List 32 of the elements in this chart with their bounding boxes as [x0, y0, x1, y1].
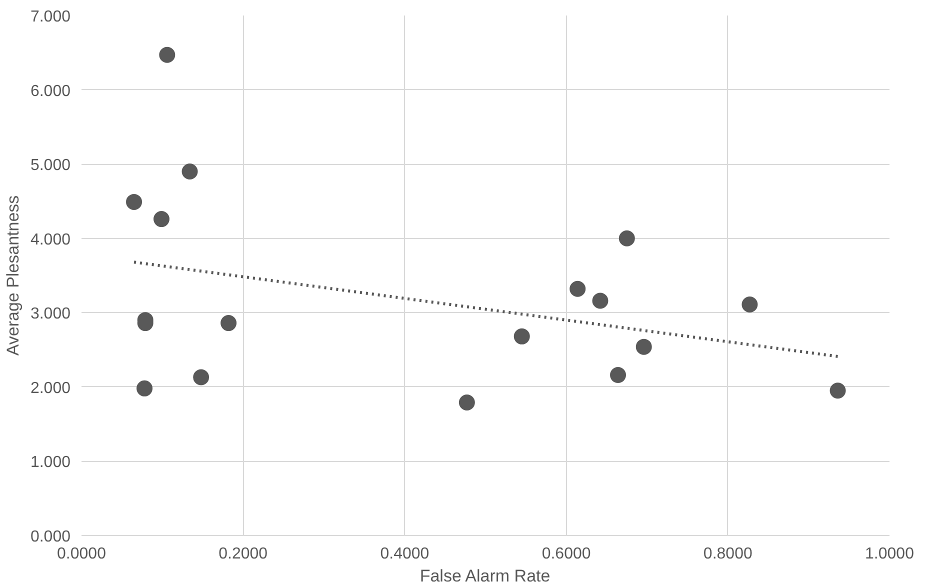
- y-tick-label: 7.000: [30, 8, 71, 26]
- point: [514, 328, 530, 344]
- y-axis-title: Average Plesantness: [3, 195, 22, 356]
- point: [159, 46, 176, 63]
- point: [220, 315, 237, 332]
- point: [636, 338, 652, 355]
- x-tick-label: 0.2000: [218, 546, 268, 562]
- y-tick-label: 2.000: [30, 380, 71, 397]
- x-tick-label: 0.4000: [380, 546, 430, 562]
- point: [153, 211, 170, 228]
- x-tick-label: 0.6000: [542, 546, 591, 562]
- y-tick-label: 3.000: [30, 306, 71, 323]
- point: [182, 164, 198, 180]
- y-tick-label: 0.000: [30, 528, 71, 546]
- x-tick-label: 0.0000: [57, 546, 106, 562]
- x-tick-label: 1.0000: [865, 546, 914, 562]
- point: [458, 394, 475, 411]
- point: [126, 194, 142, 210]
- point: [610, 367, 626, 384]
- y-tick-label: 1.000: [30, 454, 71, 472]
- point: [618, 230, 635, 246]
- y-tick-label: 6.000: [30, 82, 71, 100]
- point: [570, 280, 586, 297]
- x-tick-label: 0.8000: [703, 546, 752, 562]
- point: [136, 380, 153, 396]
- x-axis-title: False Alarm Rate: [420, 566, 550, 586]
- point: [830, 382, 846, 399]
- y-tick-label: 4.000: [30, 231, 71, 248]
- point: [592, 292, 608, 309]
- point: [742, 296, 758, 312]
- point: [193, 369, 210, 386]
- y-tick-label: 5.000: [30, 157, 71, 174]
